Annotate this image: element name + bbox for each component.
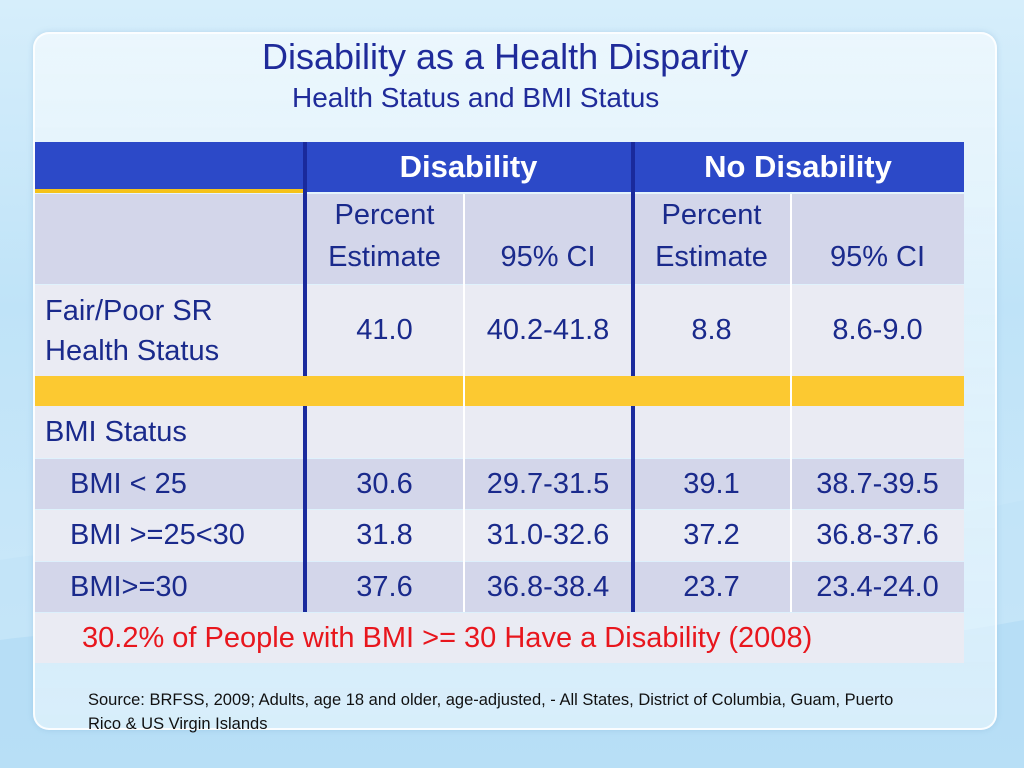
table-row: BMI < 25 30.6 29.7-31.5 39.1 38.7-39.5 <box>35 459 964 509</box>
table-cell <box>791 406 964 458</box>
header-gold-underline <box>35 189 305 193</box>
table-cell: 41.0 <box>356 314 413 346</box>
table-group-header-row: Disability No Disability <box>35 142 964 193</box>
table-cell <box>632 406 791 458</box>
table-cell: 29.7-31.5 <box>486 467 610 500</box>
grid-line <box>463 194 465 612</box>
sub-header-corner <box>35 194 305 284</box>
table-row: Fair/Poor SR Health Status 41.0 40.2-41.… <box>35 285 964 376</box>
column-divider <box>303 406 307 612</box>
sub-header-ci: 95% CI <box>791 194 964 284</box>
table-cell: 31.8 <box>356 519 413 551</box>
table-cell: 31.0-32.6 <box>486 519 610 551</box>
sub-header-line: Estimate <box>655 241 768 273</box>
header-disability: Disability <box>399 149 538 184</box>
slide-subtitle: Health Status and BMI Status <box>292 82 660 113</box>
table-note-row: 30.2% of People with BMI >= 30 Have a Di… <box>35 613 964 663</box>
table-cell: 8.8 <box>691 314 732 346</box>
table-cell: 37.2 <box>683 519 740 551</box>
table-cell: 30.6 <box>356 467 413 500</box>
sub-header-line: Percent <box>334 199 435 231</box>
header-corner-cell <box>35 142 305 192</box>
table-cell: 23.7 <box>683 570 740 603</box>
sub-header-percent-estimate: Percent Estimate <box>632 194 791 284</box>
highlight-note: 30.2% of People with BMI >= 30 Have a Di… <box>82 621 813 654</box>
grid-line <box>790 194 792 612</box>
row-label-line: Fair/Poor SR <box>45 294 213 327</box>
sub-header-line: 95% CI <box>829 241 926 273</box>
table-cell: 23.4-24.0 <box>816 570 939 603</box>
column-divider <box>631 142 635 376</box>
table-cell: 37.6 <box>356 570 413 603</box>
table-cell: 36.8-37.6 <box>816 519 939 551</box>
table-cell: 40.2-41.8 <box>486 314 610 346</box>
sub-header-line: Estimate <box>328 241 441 273</box>
table-cell: 8.6-9.0 <box>832 314 923 346</box>
sub-header-percent-estimate: Percent Estimate <box>305 194 464 284</box>
table-cell <box>464 406 632 458</box>
row-label: BMI>=30 <box>70 570 188 603</box>
table-sub-header-row: Percent Estimate 95% CI Percent Estimate… <box>35 194 964 284</box>
row-label: BMI Status <box>45 415 187 448</box>
column-divider <box>303 142 307 376</box>
table-row: BMI>=30 37.6 36.8-38.4 23.7 23.4-24.0 <box>35 562 964 612</box>
slide-title: Disability as a Health Disparity <box>262 36 749 77</box>
source-note: Source: BRFSS, 2009; Adults, age 18 and … <box>88 691 894 733</box>
header-no-disability: No Disability <box>704 149 892 184</box>
sub-header-ci: 95% CI <box>464 194 632 284</box>
table-cell: 38.7-39.5 <box>816 467 939 500</box>
table-cell: 36.8-38.4 <box>486 570 610 603</box>
table-cell <box>305 406 464 458</box>
gold-separator-row <box>35 376 964 406</box>
table-cell: 39.1 <box>683 467 740 500</box>
sub-header-line: Percent <box>661 199 762 231</box>
row-label-line: Health Status <box>45 334 220 367</box>
column-divider <box>631 406 635 612</box>
row-label: BMI >=25<30 <box>70 519 245 551</box>
table-row: BMI Status <box>35 406 964 458</box>
row-label: BMI < 25 <box>70 467 187 500</box>
sub-header-line: 95% CI <box>500 241 596 273</box>
table-row: BMI >=25<30 31.8 31.0-32.6 37.2 36.8-37.… <box>35 510 964 561</box>
row-label: Fair/Poor SR Health Status <box>35 285 305 376</box>
